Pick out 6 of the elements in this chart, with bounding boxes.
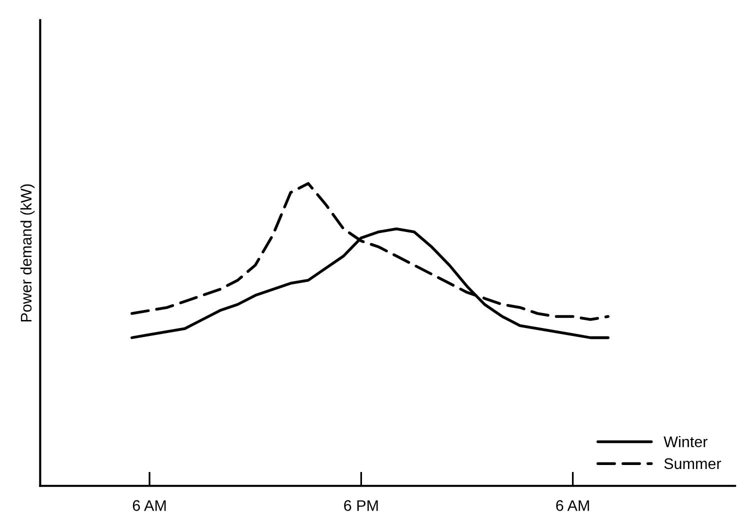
x-tick-label: 6 AM xyxy=(556,500,589,511)
x-tick-label: 6 PM xyxy=(344,500,378,511)
x-tick-label: 6 AM xyxy=(132,500,166,511)
legend-label: Winter xyxy=(664,436,708,448)
y-axis-title: Power demand (kW) xyxy=(20,184,35,322)
legend-label: Summer xyxy=(664,458,722,470)
